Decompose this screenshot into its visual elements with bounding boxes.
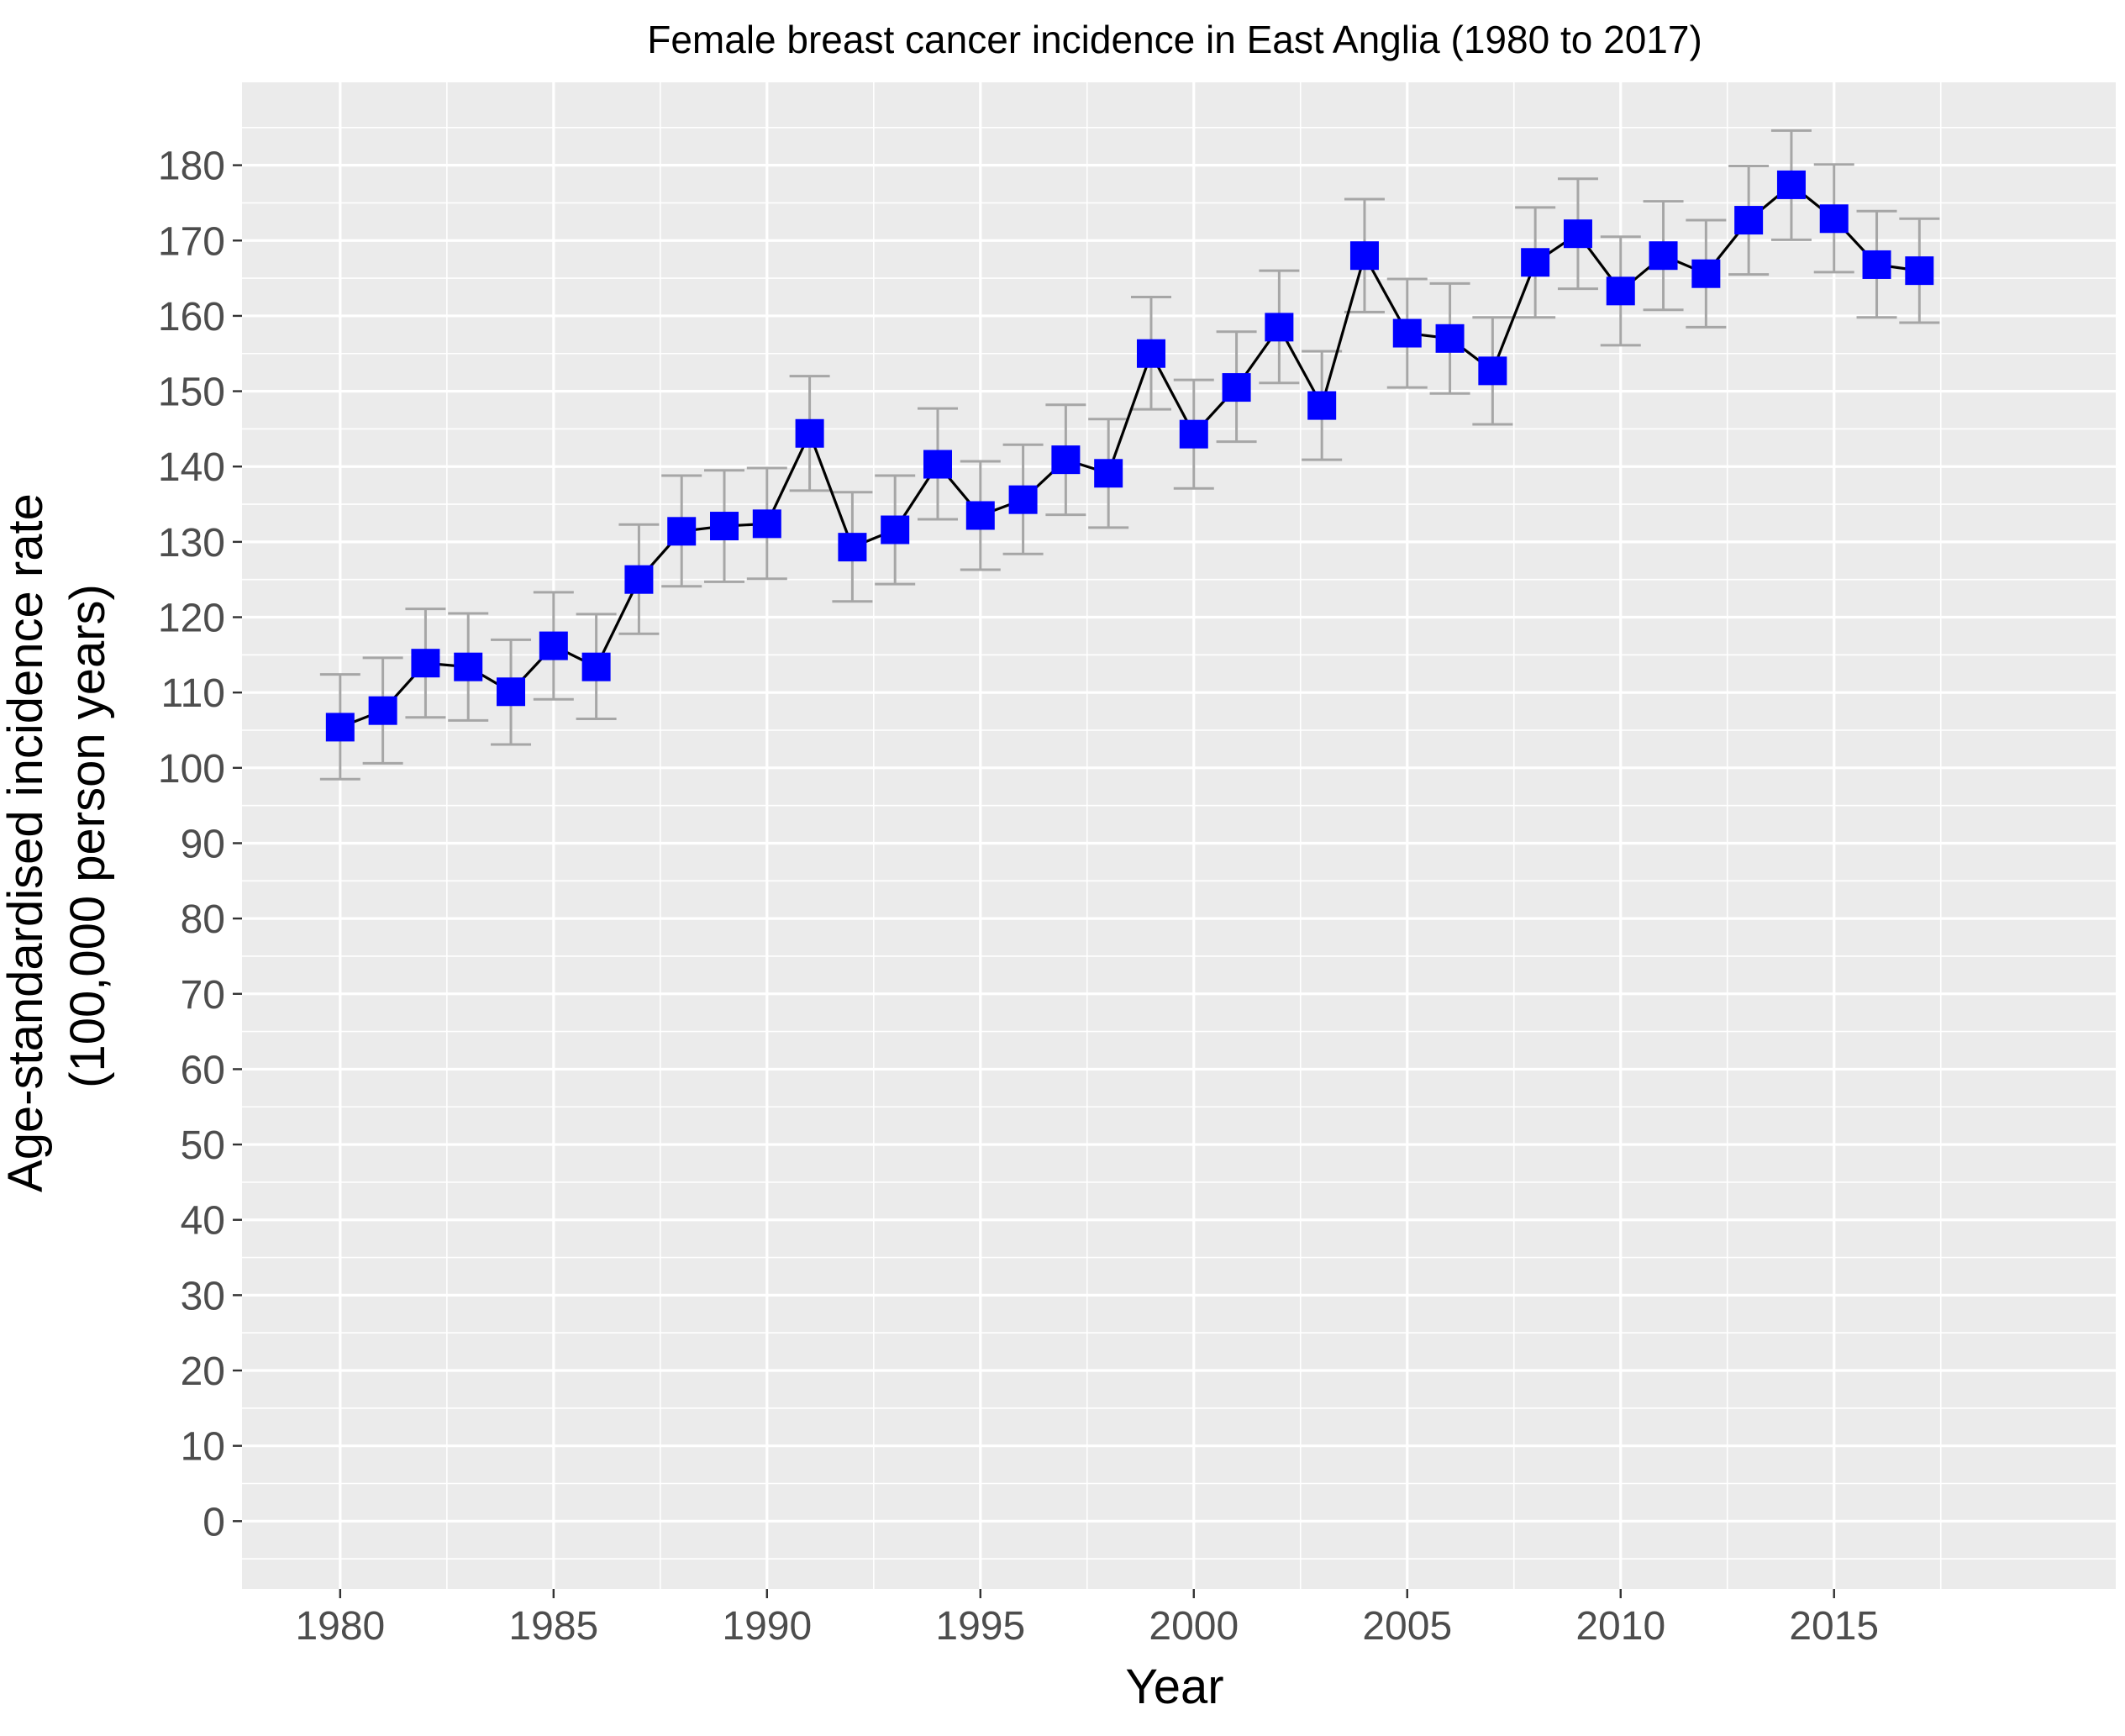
data-point <box>1563 219 1592 249</box>
y-tick-label: 170 <box>158 219 225 264</box>
y-tick-label: 70 <box>181 973 225 1018</box>
x-tick-label: 1985 <box>508 1604 598 1649</box>
data-point <box>497 677 526 707</box>
data-point <box>1265 313 1294 342</box>
y-tick-label: 140 <box>158 445 225 490</box>
data-point <box>1222 373 1251 402</box>
data-point <box>1819 204 1849 234</box>
y-axis-title-line-2: (100,000 person years) <box>60 584 115 1088</box>
data-point <box>1862 250 1891 279</box>
x-tick-label: 1980 <box>295 1604 385 1649</box>
data-point <box>411 649 440 678</box>
x-tick-label: 2005 <box>1362 1604 1452 1649</box>
x-tick-label: 2000 <box>1149 1604 1239 1649</box>
data-markers <box>325 170 1934 742</box>
y-tick-label: 20 <box>181 1349 225 1394</box>
x-axis-ticks: 1980 1985 1990 1995 2000 2005 2010 2015 <box>295 1589 1879 1649</box>
data-point <box>1008 485 1038 514</box>
data-point <box>923 450 952 479</box>
data-point <box>539 631 568 660</box>
data-point <box>1307 391 1337 420</box>
data-point <box>1606 276 1635 306</box>
data-point <box>1905 256 1934 286</box>
data-point <box>1435 324 1465 353</box>
y-axis-ticks: 0 10 20 30 40 50 60 70 80 90 100 110 120 130 140 150 160… <box>158 145 242 1544</box>
x-tick-label: 1995 <box>935 1604 1025 1649</box>
y-tick-label: 90 <box>181 822 225 866</box>
y-tick-label: 0 <box>203 1500 225 1544</box>
y-tick-label: 150 <box>158 371 225 415</box>
data-point <box>795 418 824 448</box>
data-point <box>1776 170 1806 199</box>
y-tick-label: 130 <box>158 521 225 566</box>
data-point <box>624 565 654 594</box>
data-point <box>965 501 995 530</box>
y-axis-title-line-1: Age-standardised incidence rate <box>0 493 53 1192</box>
x-axis-title: Year <box>1125 1660 1223 1714</box>
data-point <box>1179 419 1208 449</box>
data-point <box>1734 206 1764 235</box>
y-tick-label: 30 <box>181 1274 225 1318</box>
data-point <box>667 517 697 546</box>
data-point <box>454 652 483 681</box>
y-axis-title: Age-standardised incidence rate (100,000… <box>0 480 115 1192</box>
data-point <box>881 515 910 544</box>
x-tick-label: 1990 <box>722 1604 812 1649</box>
y-tick-label: 100 <box>158 747 225 792</box>
y-tick-label: 40 <box>181 1199 225 1244</box>
data-point <box>1136 339 1165 368</box>
y-tick-label: 180 <box>158 145 225 189</box>
data-point <box>325 713 355 742</box>
data-point <box>368 696 397 725</box>
x-tick-label: 2010 <box>1575 1604 1665 1649</box>
data-point <box>710 512 739 541</box>
data-point <box>1649 241 1678 271</box>
chart-title: Female breast cancer incidence in East A… <box>647 18 1702 61</box>
data-point <box>1521 248 1550 277</box>
y-tick-label: 50 <box>181 1123 225 1168</box>
data-point <box>581 652 611 681</box>
data-point <box>838 533 867 562</box>
data-point <box>1094 459 1123 488</box>
y-tick-label: 120 <box>158 597 225 641</box>
x-tick-label: 2015 <box>1789 1604 1879 1649</box>
y-tick-label: 10 <box>181 1425 225 1470</box>
data-point <box>1691 259 1721 288</box>
data-point <box>1392 318 1422 348</box>
data-point <box>1051 445 1081 475</box>
data-point <box>1349 241 1379 271</box>
y-tick-label: 110 <box>160 671 225 716</box>
data-point <box>752 509 781 539</box>
y-tick-label: 160 <box>158 295 225 339</box>
y-tick-label: 60 <box>181 1048 225 1092</box>
data-point <box>1478 356 1507 386</box>
y-tick-label: 80 <box>181 897 225 942</box>
